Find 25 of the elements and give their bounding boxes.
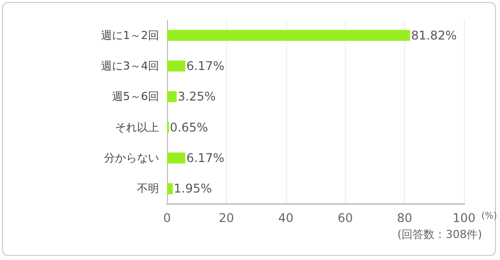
x-tick-label: 100	[452, 211, 476, 225]
y-tick-label: 週5～6回	[112, 90, 159, 104]
x-tick-label: 80	[397, 211, 412, 225]
bar	[167, 183, 173, 194]
data-label: 6.17%	[186, 151, 224, 165]
y-tick-label: 不明	[137, 182, 159, 196]
data-label: 3.25%	[178, 90, 216, 104]
bar	[167, 60, 186, 72]
x-tick-label: 40	[278, 211, 294, 225]
data-label: 0.65%	[170, 120, 208, 134]
x-tick-label: 20	[218, 211, 234, 225]
data-label: 81.82%	[411, 28, 457, 42]
data-label: 1.95%	[174, 182, 212, 196]
y-tick-label: 週に3～4回	[101, 60, 159, 72]
y-tick-label: 週に1～2回	[101, 28, 159, 42]
x-tick-label: 60	[338, 211, 353, 225]
x-tick-label: 0	[163, 211, 171, 225]
text: (回答数：308件)	[397, 228, 482, 241]
x-axis-title: (%)	[481, 212, 498, 222]
y-tick-label: 分からない	[104, 152, 159, 164]
bar	[167, 30, 410, 41]
y-tick-label: それ以上	[115, 120, 159, 134]
bar	[167, 152, 186, 164]
bar	[167, 91, 177, 102]
data-label: 6.17%	[186, 59, 224, 73]
